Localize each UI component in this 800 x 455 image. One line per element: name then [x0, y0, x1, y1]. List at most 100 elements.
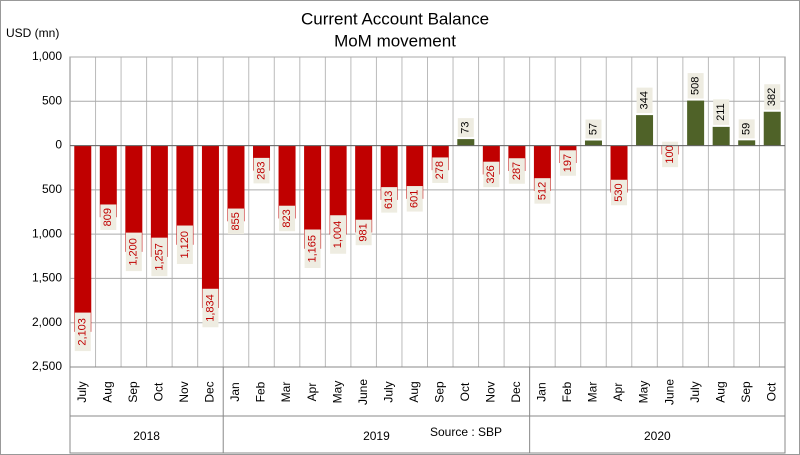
year-label: 2018 — [133, 429, 160, 443]
bar — [74, 145, 92, 332]
x-tick-label: June — [662, 379, 676, 405]
value-label: 823 — [281, 209, 293, 227]
year-label: 2020 — [644, 429, 671, 443]
x-tick-label: Aug — [713, 381, 727, 402]
label-box — [559, 150, 576, 176]
label-box — [534, 178, 551, 204]
bar — [763, 111, 781, 146]
value-label: 1,834 — [204, 294, 216, 322]
x-tick-label: Nov — [177, 381, 191, 402]
label-box — [457, 118, 474, 138]
label-box — [355, 219, 372, 246]
x-tick-label: Dec — [509, 381, 523, 402]
label-box — [738, 119, 755, 139]
x-tick-label: Oct — [764, 382, 778, 401]
value-label: 344 — [638, 91, 650, 109]
value-label: 73 — [460, 121, 472, 133]
value-label: 2,103 — [77, 318, 89, 346]
value-label: 326 — [485, 165, 497, 183]
x-tick-label: Apr — [611, 383, 625, 402]
y-tick-label: 2,500 — [32, 359, 62, 373]
label-box — [151, 237, 168, 277]
label-box — [74, 312, 91, 352]
y-tick-label: 0 — [55, 138, 62, 152]
value-label: 809 — [102, 208, 114, 226]
x-tick-label: Jan — [228, 382, 242, 401]
x-tick-label: May — [330, 381, 344, 404]
label-box — [125, 232, 142, 272]
label-box — [585, 119, 602, 139]
x-tick-label: Feb — [560, 381, 574, 402]
value-label: 1,200 — [128, 238, 140, 266]
label-box — [176, 225, 193, 265]
value-label: 278 — [434, 161, 446, 179]
label-box — [381, 187, 398, 213]
label-box — [432, 157, 449, 183]
y-tick-label: 1,500 — [32, 271, 62, 285]
value-label: 287 — [511, 162, 523, 180]
bar — [712, 126, 730, 146]
x-tick-label: Sep — [739, 381, 753, 403]
value-label: 197 — [562, 154, 574, 172]
x-tick-label: July — [75, 381, 89, 402]
bar — [150, 145, 168, 257]
value-label: 981 — [358, 223, 370, 241]
year-label: 2019 — [363, 429, 390, 443]
x-tick-label: Sep — [432, 381, 446, 403]
bar — [329, 145, 347, 235]
x-tick-label: Dec — [203, 381, 217, 402]
label-box — [687, 73, 704, 99]
value-label: 382 — [766, 88, 778, 106]
value-label: 601 — [409, 190, 421, 208]
label-box — [611, 179, 628, 206]
bar — [457, 139, 475, 146]
x-tick-label: June — [356, 379, 370, 405]
label-box — [304, 229, 321, 269]
x-tick-label: Feb — [254, 381, 268, 402]
bar — [176, 145, 194, 245]
value-label: 211 — [715, 103, 727, 121]
label-box — [100, 204, 117, 230]
label-box — [636, 87, 653, 114]
bar — [201, 145, 219, 309]
label-box — [202, 288, 219, 328]
label-box — [279, 205, 296, 232]
y-tick-label: 2,000 — [32, 315, 62, 329]
label-box — [764, 84, 781, 110]
bar — [304, 145, 322, 249]
bar — [380, 145, 398, 200]
x-tick-label: Aug — [407, 381, 421, 402]
value-label: 512 — [536, 182, 548, 200]
value-label: 283 — [255, 161, 267, 179]
x-tick-label: Aug — [100, 381, 114, 402]
value-label: 1,004 — [332, 221, 344, 249]
label-box — [713, 99, 730, 125]
bar — [636, 115, 654, 146]
x-tick-label: July — [381, 381, 395, 402]
chart-title: Current Account Balance — [301, 9, 489, 28]
bar — [278, 145, 296, 219]
bar — [227, 145, 245, 222]
bar — [99, 145, 117, 218]
x-tick-label: Jan — [535, 382, 549, 401]
x-tick-label: July — [688, 381, 702, 402]
value-label: 1,165 — [306, 235, 318, 263]
bar — [738, 140, 756, 146]
x-tick-label: Mar — [279, 382, 293, 403]
y-tick-label: 500 — [42, 93, 62, 107]
value-label: 1,120 — [179, 231, 191, 259]
label-box — [662, 141, 679, 168]
label-box — [227, 208, 244, 235]
value-label: 508 — [690, 77, 702, 95]
label-box — [508, 158, 525, 184]
source: Source : SBP — [430, 425, 502, 439]
value-label: 530 — [613, 183, 625, 201]
y-tick-label: 1,000 — [32, 49, 62, 63]
value-label: 57 — [587, 123, 599, 135]
x-tick-label: Apr — [305, 383, 319, 402]
chart-subtitle: MoM movement — [334, 31, 456, 50]
x-tick-label: Oct — [458, 382, 472, 401]
x-tick-label: Sep — [126, 381, 140, 403]
